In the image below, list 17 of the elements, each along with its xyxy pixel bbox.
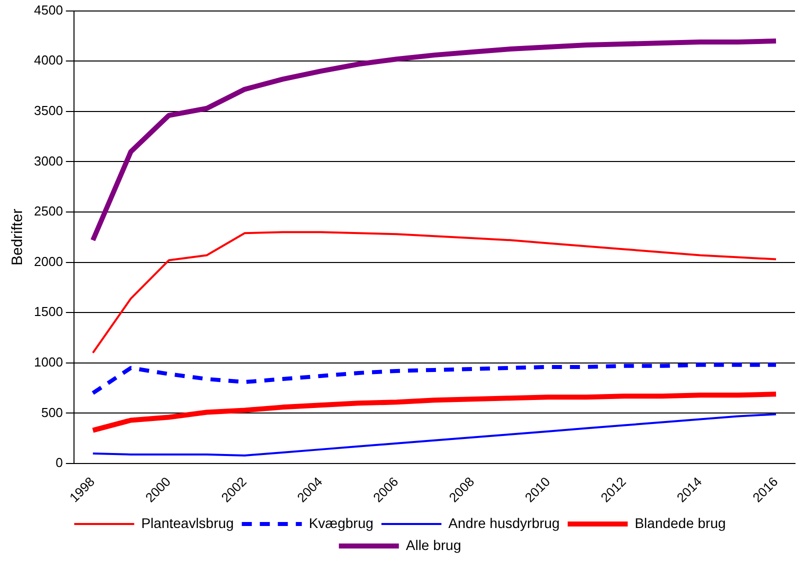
legend-label: Planteavlsbrug [141,514,234,531]
y-tick-label: 500 [41,404,63,420]
y-tick-label: 3500 [34,102,63,118]
y-tick-label: 4000 [34,52,63,68]
legend-label: Andre husdyrbrug [448,514,560,531]
y-tick-label: 3000 [34,153,63,168]
y-tick-label: 4500 [34,2,63,18]
y-tick-label: 1500 [34,304,63,320]
y-tick-label: 2500 [34,204,63,219]
legend-label: Kvægbrug [308,514,374,531]
legend-label: Alle brug [406,536,462,553]
y-tick-label: 0 [56,455,63,470]
legend-label: Blandede brug [634,514,726,531]
y-axis-title: Bedrifter [9,208,26,266]
line-series [90,362,778,396]
y-tick-label: 1000 [34,354,63,370]
y-tick-label: 2000 [34,254,63,269]
